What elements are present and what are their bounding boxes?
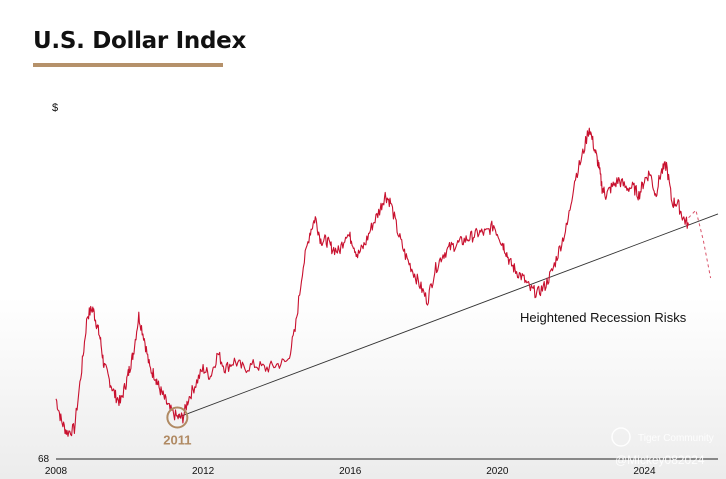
y-tick-label: 68 xyxy=(38,454,50,465)
title-underline xyxy=(33,63,223,67)
annotation-recession: Heightened Recession Risks xyxy=(520,310,687,325)
watermark-handle: @Mickey082024 xyxy=(615,453,705,467)
watermark: Tiger Community @Mickey082024 xyxy=(611,427,714,467)
x-tick-label: 2012 xyxy=(192,466,215,477)
x-tick-label: 2024 xyxy=(633,466,656,477)
watermark-brand: Tiger Community xyxy=(638,433,714,444)
y-axis-label: $ xyxy=(52,102,58,114)
x-tick-label: 2020 xyxy=(486,466,509,477)
trendline xyxy=(177,213,719,418)
tiger-logo-icon xyxy=(611,427,631,447)
x-tick-label: 2016 xyxy=(339,466,362,477)
x-tick-label: 2008 xyxy=(45,466,68,477)
marker-2011-circle xyxy=(166,406,189,429)
projection-line xyxy=(688,209,712,279)
annotation-2011: 2011 xyxy=(163,433,191,448)
chart-title: U.S. Dollar Index xyxy=(33,28,246,54)
dxy-series-line xyxy=(55,127,690,437)
x-tick-group: 2008 2012 2016 2020 2024 xyxy=(45,466,656,477)
